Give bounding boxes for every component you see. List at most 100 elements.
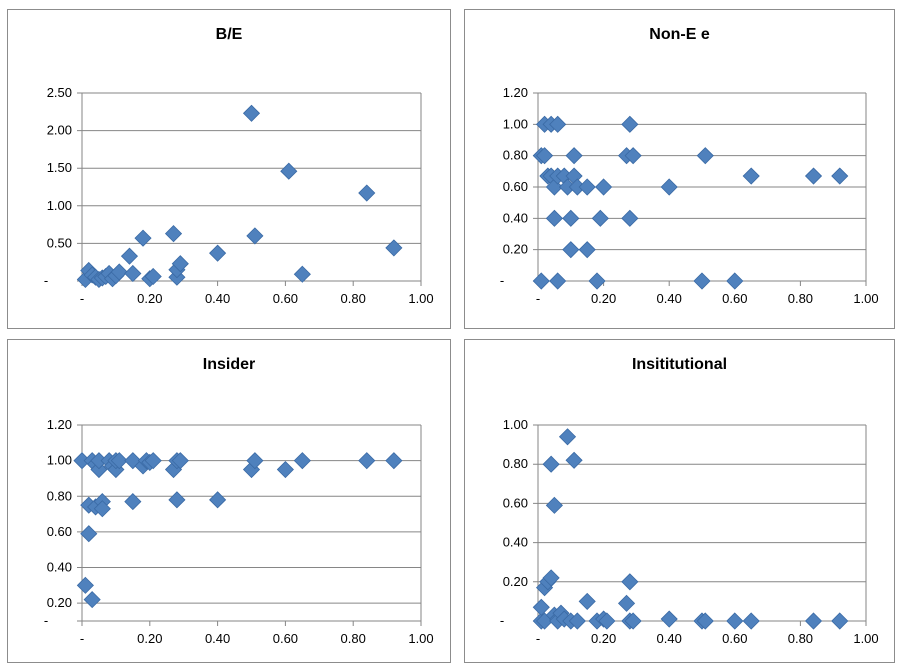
x-tick-label: 0.60 [273,631,298,646]
data-point [621,573,639,591]
y-tick-label: 0.80 [503,148,528,163]
y-tick-label: 1.20 [503,85,528,100]
x-tick-label: 0.40 [657,631,682,646]
y-tick-label: - [500,273,504,288]
y-tick-label: 0.80 [47,488,72,503]
y-tick-label: 0.40 [503,210,528,225]
data-point [660,610,678,628]
data-point [164,225,183,243]
data-point [171,452,189,470]
scatter-plot-non-e: - 0.20 0.40 0.60 0.80 1.00 1.20 - 0.20 0.40 0.60 0.… [500,85,879,306]
x-tick-label: - [80,291,84,306]
chart-panel-insider: Insider - 0.20 0.40 0.60 0.80 1.00 1.20 - 0.20 0.… [7,339,451,663]
x-tick-label: 0.40 [205,631,230,646]
y-tick-label: 0.40 [47,560,72,575]
scatter-plot-institutional: - 0.20 0.40 0.60 0.80 1.00 - 0.20 0.40 0.60 0.80 1.… [500,417,879,646]
data-point [293,265,311,283]
x-tick-label: 0.80 [788,631,813,646]
data-point [568,612,586,630]
data-point [242,104,261,122]
chart-panel-institutional: Insititutional - 0.20 0.40 0.60 0.80 1.00 - 0.2… [464,339,895,663]
y-tick-label: 1.00 [503,417,528,432]
data-point [76,576,94,594]
scatter-plot-be: - 0.50 1.00 1.50 2.00 2.50 - 0.20 0.40 0.60 0.80 1.… [44,85,434,306]
x-tick-label: 0.80 [341,291,366,306]
y-tick-label: 1.00 [503,116,528,131]
data-point [293,452,311,470]
data-point [558,428,577,446]
x-tick-label: 1.00 [853,631,878,646]
data-point [591,209,609,227]
data-point [831,612,849,630]
x-tick-label: 1.00 [408,631,433,646]
data-point [124,452,142,470]
data-point [535,147,554,165]
y-tick-label: 0.60 [47,524,72,539]
data-point [624,612,642,630]
data-point [804,167,823,185]
x-tick-label: 0.80 [788,291,813,306]
y-tick-label: 0.20 [47,595,72,610]
y-tick-label: 2.00 [47,123,72,138]
data-point [696,147,714,165]
data-point [598,612,616,630]
y-tick-label: 0.20 [503,242,528,257]
y-tick-label: - [44,613,48,628]
data-point [358,452,376,470]
chart-title: Non-E e [649,26,710,43]
data-point [93,500,111,518]
data-point [280,162,298,180]
data-point [617,594,636,612]
data-point [171,255,189,273]
x-tick-label: 0.60 [273,291,298,306]
data-point [385,452,403,470]
y-tick-label: 1.50 [47,160,72,175]
data-point [358,184,376,202]
data-point [209,491,227,509]
data-point [578,241,596,259]
data-point [532,272,550,290]
data-point [545,209,563,227]
data-point [562,209,580,227]
data-point [246,452,264,470]
y-tick-label: 0.50 [47,235,72,250]
data-point [726,612,744,630]
data-point [110,263,128,281]
data-point [660,178,678,196]
data-point [545,496,563,514]
chart-title: B/E [215,26,243,43]
data-point [124,493,142,511]
y-tick-label: 1.20 [47,417,72,432]
data-point [742,167,760,185]
data-point [578,592,596,610]
x-tick-label: 0.60 [722,291,747,306]
data-point [80,525,98,543]
data-point [83,591,101,609]
data-point [90,460,108,479]
data-point [110,452,128,470]
y-tick-label: - [44,273,48,288]
data-point [562,241,580,259]
x-tick-label: 0.20 [137,631,162,646]
data-point [276,460,294,479]
data-point [549,115,567,133]
x-tick-label: 0.20 [591,291,616,306]
chart-title: Insititutional [631,356,728,373]
y-tick-label: 1.00 [47,198,72,213]
data-point [621,115,639,133]
data-point [532,598,550,616]
chart-title: Insider [202,356,256,373]
x-tick-label: 0.80 [341,631,366,646]
data-point [565,147,583,165]
x-tick-label: - [536,631,540,646]
data-point [742,612,760,630]
x-tick-label: 1.00 [408,291,433,306]
x-tick-label: - [536,291,540,306]
data-point [588,272,606,290]
x-tick-label: 1.00 [853,291,878,306]
data-point [542,455,560,473]
data-point [144,452,162,470]
y-tick-label: - [500,613,504,628]
y-tick-label: 0.20 [503,574,528,589]
data-point [134,229,152,247]
